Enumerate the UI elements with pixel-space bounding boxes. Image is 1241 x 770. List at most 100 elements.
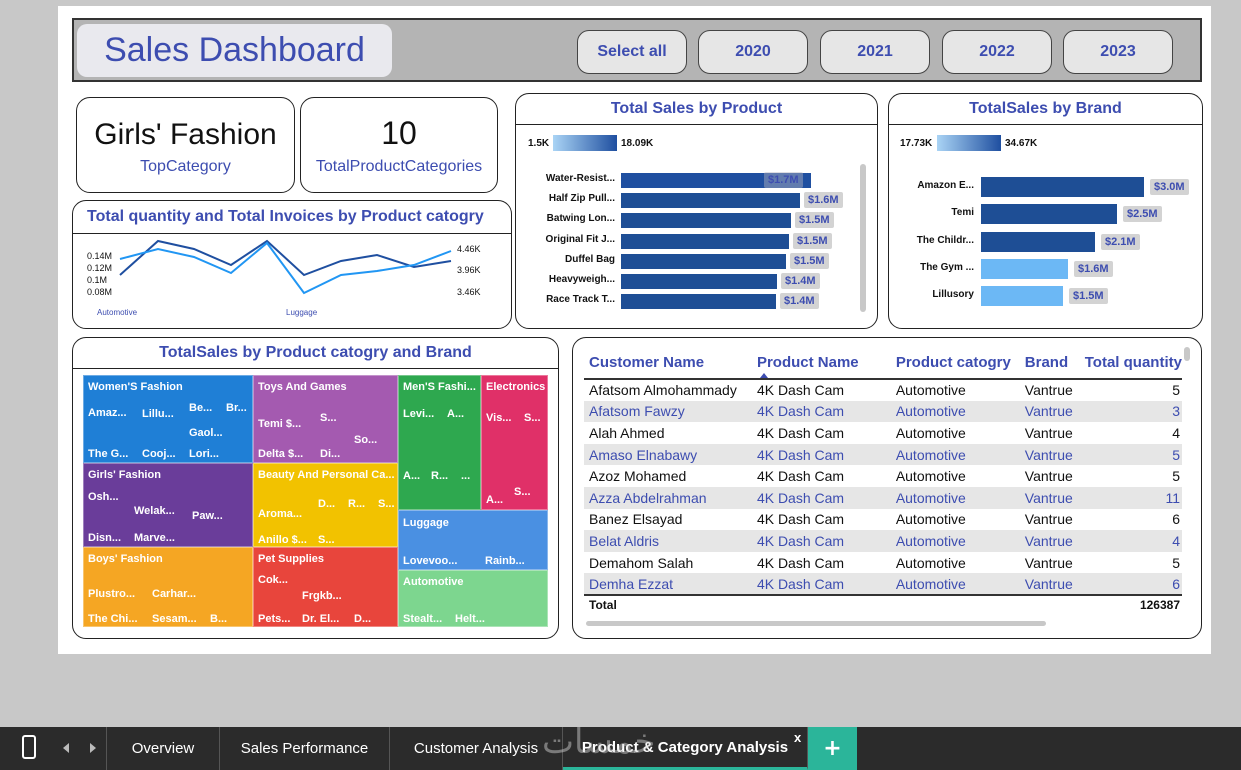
year-2020-button[interactable]: 2020	[698, 30, 808, 74]
right-tick: 3.46K	[457, 287, 481, 297]
treemap-electronics[interactable]: Electronics Vis... S... A... S...	[481, 375, 548, 510]
tab-overview[interactable]: Overview	[106, 727, 220, 770]
table-row[interactable]: Azza Abdelrahman 4K Dash Cam Automotive Van…	[584, 486, 1182, 509]
product-bar[interactable]	[621, 274, 777, 289]
treemap-brand-label: Lillu...	[142, 408, 174, 420]
table-row[interactable]: Afatsom Almohammady 4K Dash Cam Automotive…	[584, 379, 1182, 401]
table-row[interactable]: Banez Elsayad 4K Dash Cam Automotive Vantru…	[584, 508, 1182, 531]
treemap-men-fashion[interactable]: Men'S Fashi... Levi... A... A... R... ..…	[398, 375, 481, 510]
year-2021-button[interactable]: 2021	[820, 30, 930, 74]
select-all-button[interactable]: Select all	[577, 30, 687, 74]
product-bar[interactable]	[621, 253, 786, 269]
table-cell: 4	[1079, 422, 1182, 444]
treemap-brand-label: Levi...	[403, 408, 435, 420]
treemap-automotive[interactable]: Automotive Stealt... Helt...	[398, 570, 548, 627]
table-cell: Vantrue	[1019, 465, 1080, 487]
treemap-brand-label: Paw...	[192, 510, 223, 522]
left-tick: 0.1M	[87, 275, 107, 285]
product-bar-value: $1.5M	[790, 252, 829, 269]
table-cell: Automotive	[890, 400, 1020, 423]
add-page-icon[interactable]: +	[808, 727, 857, 770]
col-product-name[interactable]: Product Name	[751, 346, 891, 380]
tab-customer-analysis[interactable]: Customer Analysis	[390, 727, 563, 770]
table-row[interactable]: Azoz Mohamed 4K Dash Cam Automotive Vantrue…	[584, 465, 1182, 487]
next-page-icon[interactable]	[90, 743, 96, 753]
mobile-layout-icon[interactable]	[22, 735, 36, 759]
table-horizontal-scrollbar[interactable]	[586, 621, 1046, 626]
treemap-brand-label: Rainb...	[485, 555, 525, 567]
table-cell: 5	[1079, 465, 1182, 487]
treemap-brand-label: A...	[447, 408, 465, 420]
treemap-brand-label: Osh...	[88, 491, 119, 503]
table-cell: 4	[1079, 530, 1182, 552]
product-bar[interactable]	[621, 213, 791, 229]
treemap-brand-label: S...	[320, 412, 337, 424]
customer-table: Customer Name Product Name Product catog…	[584, 346, 1182, 615]
table-row[interactable]: Amaso Elnabawy 4K Dash Cam Automotive Vantr…	[584, 443, 1182, 466]
brand-bar[interactable]	[981, 204, 1117, 225]
product-bar-label: Duffel Bag	[565, 253, 615, 265]
brand-bar[interactable]	[981, 231, 1095, 252]
treemap-category-label: Luggage	[403, 517, 449, 529]
table-vertical-scrollbar[interactable]	[1184, 347, 1190, 361]
prev-page-icon[interactable]	[63, 743, 69, 753]
brand-bar-value: $2.1M	[1101, 233, 1140, 250]
col-total-quantity[interactable]: Total quantity	[1079, 346, 1182, 380]
col-brand[interactable]: Brand	[1019, 346, 1080, 380]
product-bar-label: Heavyweigh...	[548, 274, 615, 285]
brand-bar[interactable]	[981, 258, 1068, 279]
close-tab-icon[interactable]: x	[794, 730, 802, 745]
treemap-boys-fashion[interactable]: Boys' Fashion Plustro... Carhar... The C…	[83, 547, 253, 627]
year-2023-button[interactable]: 2023	[1063, 30, 1173, 74]
table-row[interactable]: Afatsom Fawzy 4K Dash Cam Automotive Vantru…	[584, 400, 1182, 423]
treemap-category-label: Beauty And Personal Ca...	[258, 469, 395, 481]
table-cell	[890, 593, 1020, 615]
categories-count-card: 10 TotalProductCategories	[300, 97, 498, 193]
table-cell: Azza Abdelrahman	[584, 486, 752, 509]
product-bar[interactable]	[621, 294, 776, 310]
treemap-pet-supplies[interactable]: Pet Supplies Cok... Frgkb... Pets... Dr.…	[253, 547, 398, 627]
table-cell: 5	[1079, 379, 1182, 401]
tab-product-category-analysis[interactable]: Product & Category Analysis	[563, 727, 808, 770]
table-cell: Banez Elsayad	[584, 508, 752, 531]
table-row[interactable]: Alah Ahmed 4K Dash Cam Automotive Vantrue 4	[584, 422, 1182, 444]
table-cell: Automotive	[890, 486, 1020, 509]
product-bar-label: Water-Resist...	[545, 173, 615, 184]
product-scrollbar[interactable]	[860, 164, 866, 312]
brand-bar[interactable]	[981, 286, 1063, 307]
total-value: 126387	[1079, 593, 1182, 615]
brand-bar[interactable]	[981, 177, 1144, 197]
product-bar[interactable]	[621, 173, 811, 188]
product-bar[interactable]	[621, 233, 789, 249]
product-bar-value: $1.4M	[780, 293, 819, 310]
treemap-brand-label: R...	[348, 498, 366, 510]
product-bar-value: $1.5M	[793, 232, 832, 249]
treemap-brand-label: Aroma...	[258, 508, 303, 520]
table-cell: Vantrue	[1019, 400, 1080, 423]
top-category-label: TopCategory	[140, 158, 231, 175]
quantity-invoices-chart: Total quantity and Total Invoices by Pro…	[72, 200, 512, 329]
table-cell	[751, 593, 891, 615]
treemap-toys-games[interactable]: Toys And Games Temi $... S... So... Delt…	[253, 375, 398, 463]
treemap-brand-label: Br...	[226, 402, 247, 414]
treemap-beauty[interactable]: Beauty And Personal Ca... D... R... Arom…	[253, 463, 398, 547]
table-row[interactable]: Belat Aldris 4K Dash Cam Automotive Vantrue…	[584, 530, 1182, 552]
table-cell: Automotive	[890, 422, 1020, 444]
brand-bar-label: Temi	[951, 207, 974, 219]
table-row[interactable]: Demha Ezzat 4K Dash Cam Automotive Vantrue 6	[584, 573, 1182, 595]
year-2022-button[interactable]: 2022	[942, 30, 1052, 74]
col-product-category[interactable]: Product catogry	[890, 346, 1020, 380]
treemap-women-fashion[interactable]: Women'S Fashion Amaz... Lillu... Be... B…	[83, 375, 253, 463]
treemap-brand-label: S...	[318, 534, 335, 546]
table-cell: Amaso Elnabawy	[584, 443, 752, 466]
table-row[interactable]: Demahom Salah 4K Dash Cam Automotive Vantru…	[584, 551, 1182, 574]
col-customer-name[interactable]: Customer Name	[584, 346, 752, 380]
treemap-girls-fashion[interactable]: Girls' Fashion Osh... Welak... Paw... Di…	[83, 463, 253, 547]
right-tick: 3.96K	[457, 265, 481, 275]
color-legend-gradient	[553, 135, 617, 151]
table-cell: Vantrue	[1019, 379, 1080, 401]
product-bar[interactable]	[621, 193, 800, 209]
treemap-luggage[interactable]: Luggage Lovevoo... Rainb...	[398, 510, 548, 570]
treemap-brand-label: Disn...	[88, 532, 122, 544]
tab-sales-performance[interactable]: Sales Performance	[220, 727, 390, 770]
